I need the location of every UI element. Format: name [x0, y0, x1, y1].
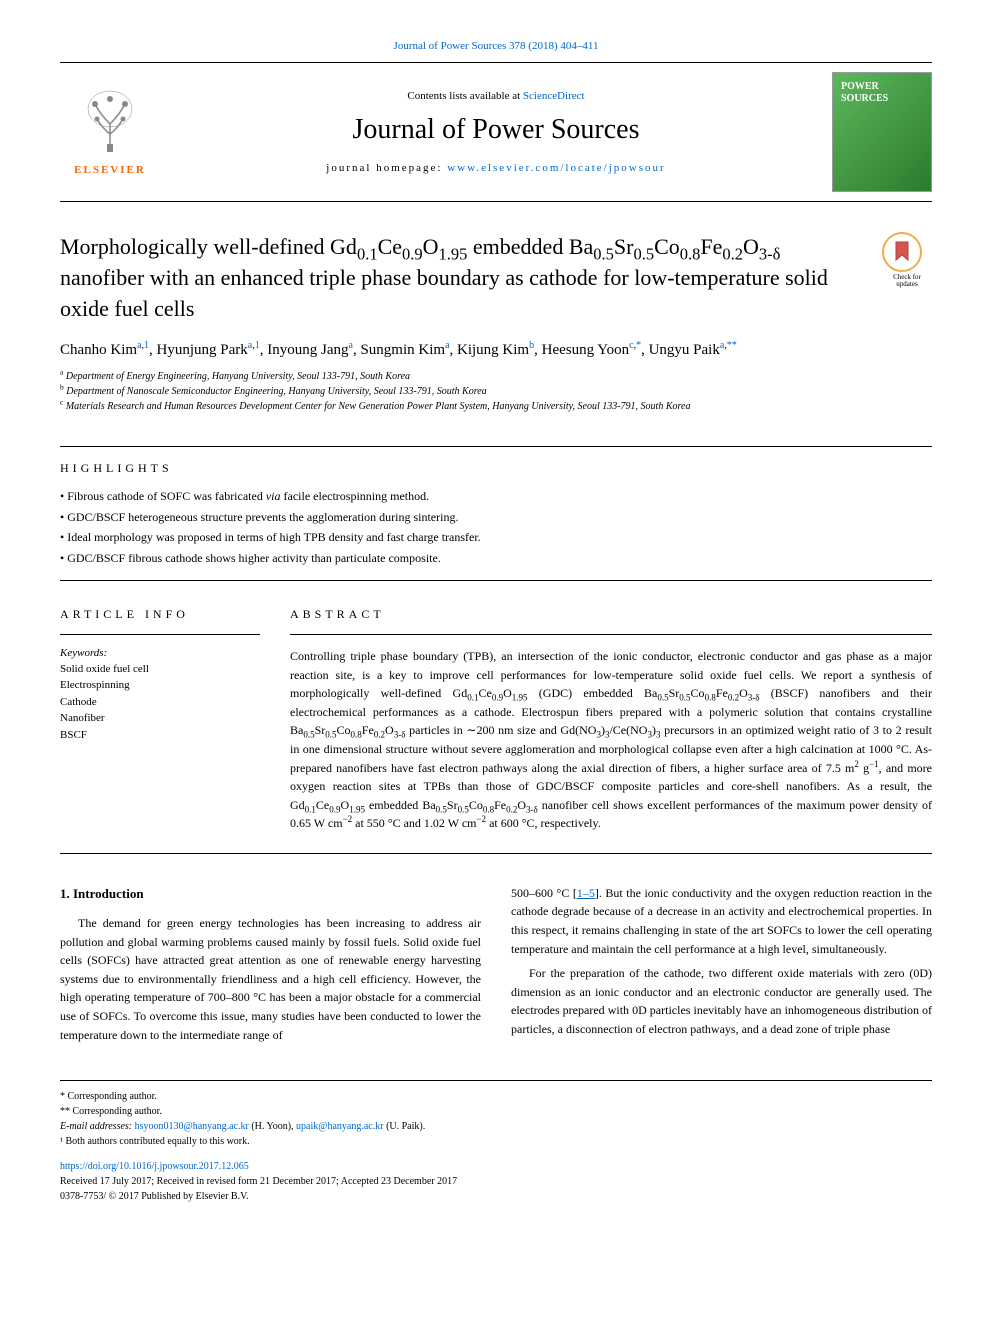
highlight-item: Ideal morphology was proposed in terms o…: [60, 527, 932, 547]
info-abstract-row: ARTICLE INFO Keywords: Solid oxide fuel …: [60, 593, 932, 833]
sciencedirect-link[interactable]: ScienceDirect: [523, 90, 585, 102]
doi-link[interactable]: https://doi.org/10.1016/j.jpowsour.2017.…: [60, 1161, 249, 1172]
highlight-item: Fibrous cathode of SOFC was fabricated v…: [60, 486, 932, 506]
corresponding-1: * Corresponding author.: [60, 1089, 932, 1104]
body-paragraph: 500–600 °C [1–5]. But the ionic conducti…: [511, 884, 932, 958]
highlights-heading: HIGHLIGHTS: [60, 461, 932, 476]
highlights-list: Fibrous cathode of SOFC was fabricated v…: [60, 486, 932, 568]
body-column-right: 500–600 °C [1–5]. But the ionic conducti…: [511, 884, 932, 1050]
rule: [290, 634, 932, 635]
elsevier-tree-icon: [75, 89, 145, 159]
homepage-link[interactable]: www.elsevier.com/locate/jpowsour: [447, 162, 665, 174]
issue-citation: Journal of Power Sources 378 (2018) 404–…: [60, 40, 932, 52]
authors: Chanho Kima,1, Hyunjung Parka,1, Inyoung…: [60, 342, 862, 359]
highlight-item: GDC/BSCF fibrous cathode shows higher ac…: [60, 548, 932, 568]
copyright-line: 0378-7753/ © 2017 Published by Elsevier …: [60, 1189, 932, 1204]
affiliations: a Department of Energy Engineering, Hany…: [60, 369, 862, 414]
rule: [60, 634, 260, 635]
keyword: Nanofiber: [60, 710, 260, 727]
affiliation-a: a Department of Energy Engineering, Hany…: [60, 369, 862, 384]
elsevier-logo: ELSEVIER: [60, 72, 160, 192]
ref-link[interactable]: 1–5: [577, 886, 595, 900]
homepage-prefix: journal homepage:: [326, 162, 447, 174]
contents-line: Contents lists available at ScienceDirec…: [160, 90, 832, 102]
corresponding-2: ** Corresponding author.: [60, 1104, 932, 1119]
journal-header: ELSEVIER Contents lists available at Sci…: [60, 62, 932, 202]
journal-title: Journal of Power Sources: [160, 114, 832, 146]
article-info-heading: ARTICLE INFO: [60, 607, 260, 622]
issue-link[interactable]: Journal of Power Sources 378 (2018) 404–…: [394, 40, 599, 52]
email-link-1[interactable]: hsyoon0130@hanyang.ac.kr: [135, 1121, 249, 1132]
body-columns: 1. Introduction The demand for green ene…: [60, 884, 932, 1050]
email-label: E-mail addresses:: [60, 1121, 135, 1132]
footer: * Corresponding author. ** Corresponding…: [60, 1080, 932, 1204]
keyword: BSCF: [60, 727, 260, 744]
title-main: Morphologically well-defined Gd0.1Ce0.9O…: [60, 232, 862, 434]
abstract-heading: ABSTRACT: [290, 607, 932, 622]
rule: [60, 853, 932, 854]
keyword: Electrospinning: [60, 677, 260, 694]
keywords-list: Solid oxide fuel cell Electrospinning Ca…: [60, 661, 260, 744]
contents-prefix: Contents lists available at: [407, 90, 522, 102]
affiliation-c: c Materials Research and Human Resources…: [60, 399, 862, 414]
check-updates[interactable]: Check for updates: [882, 232, 932, 282]
title-section: Morphologically well-defined Gd0.1Ce0.9O…: [60, 232, 932, 434]
body-paragraph: The demand for green energy technologies…: [60, 914, 481, 1044]
header-center: Contents lists available at ScienceDirec…: [160, 90, 832, 174]
rule: [60, 446, 932, 447]
email-link-2[interactable]: upaik@hanyang.ac.kr: [296, 1121, 384, 1132]
homepage-line: journal homepage: www.elsevier.com/locat…: [160, 162, 832, 174]
email-name-1: (H. Yoon),: [249, 1121, 296, 1132]
body-paragraph: For the preparation of the cathode, two …: [511, 964, 932, 1038]
email-name-2: (U. Paik).: [384, 1121, 426, 1132]
elsevier-text: ELSEVIER: [74, 164, 146, 176]
highlight-item: GDC/BSCF heterogeneous structure prevent…: [60, 507, 932, 527]
bookmark-icon: [890, 240, 914, 264]
abstract-text: Controlling triple phase boundary (TPB),…: [290, 647, 932, 833]
keyword: Cathode: [60, 694, 260, 711]
check-updates-label: Check for updates: [882, 274, 932, 288]
check-updates-badge: [882, 232, 922, 272]
affiliation-b: b Department of Nanoscale Semiconductor …: [60, 384, 862, 399]
rule: [60, 580, 932, 581]
author-note-1: ¹ Both authors contributed equally to th…: [60, 1134, 932, 1149]
highlights: Fibrous cathode of SOFC was fabricated v…: [60, 486, 932, 568]
intro-heading: 1. Introduction: [60, 884, 481, 904]
received-line: Received 17 July 2017; Received in revis…: [60, 1174, 932, 1189]
abstract-column: ABSTRACT Controlling triple phase bounda…: [290, 593, 932, 833]
email-line: E-mail addresses: hsyoon0130@hanyang.ac.…: [60, 1119, 932, 1134]
doi-line: https://doi.org/10.1016/j.jpowsour.2017.…: [60, 1159, 932, 1174]
article-title: Morphologically well-defined Gd0.1Ce0.9O…: [60, 232, 862, 324]
cover-text: POWER SOURCES: [841, 81, 888, 105]
journal-cover: POWER SOURCES: [832, 72, 932, 192]
keywords-label: Keywords:: [60, 647, 260, 659]
body-column-left: 1. Introduction The demand for green ene…: [60, 884, 481, 1050]
keyword: Solid oxide fuel cell: [60, 661, 260, 678]
article-info-column: ARTICLE INFO Keywords: Solid oxide fuel …: [60, 593, 260, 833]
